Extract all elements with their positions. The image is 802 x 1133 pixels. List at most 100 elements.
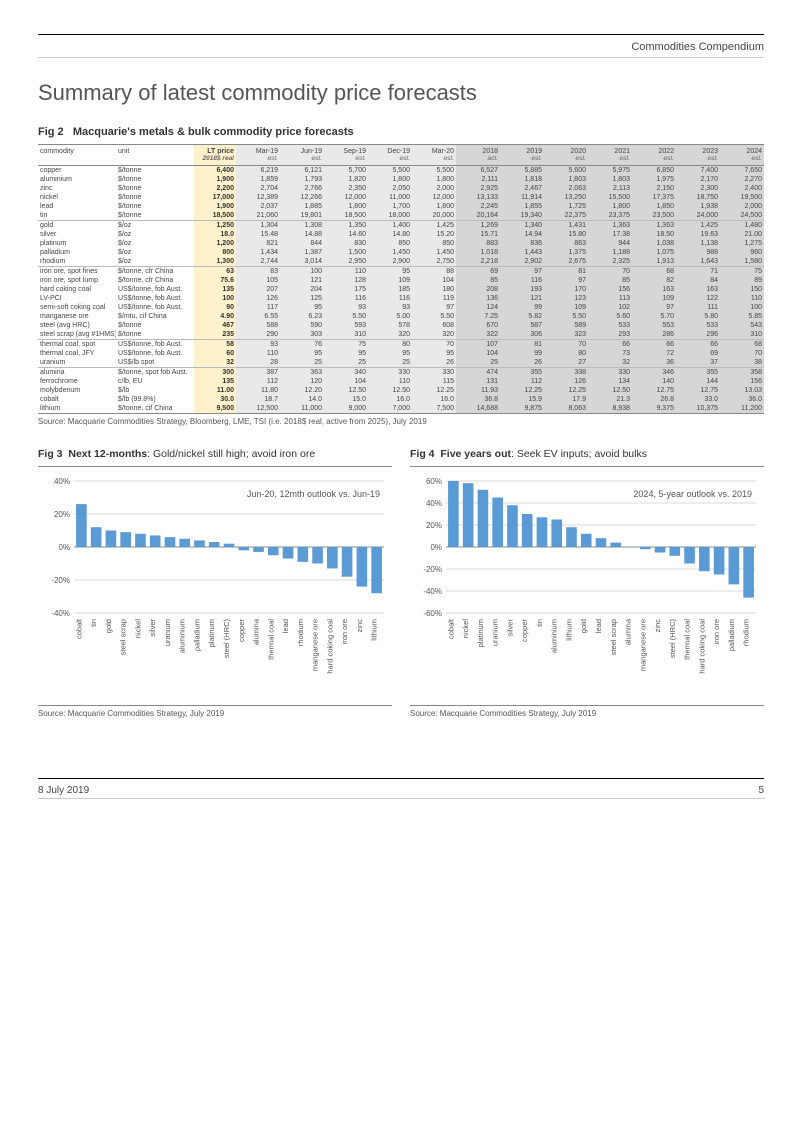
table-cell: 37 (676, 358, 720, 368)
table-cell: manganese ore (38, 312, 116, 321)
table-cell: rhodium (38, 257, 116, 267)
table-cell: 6,400 (194, 166, 236, 176)
table-cell: 21.00 (720, 230, 764, 239)
table-cell: 1,269 (456, 221, 500, 231)
table-cell: 93 (324, 303, 368, 312)
table-cell: 863 (544, 239, 588, 248)
table-row: semi-soft coking coalUS$/tonne, fob Aust… (38, 303, 764, 312)
table-cell: 6.23 (280, 312, 324, 321)
table-cell: 33.0 (676, 395, 720, 404)
table-header: 2022est. (632, 145, 676, 166)
table-cell: 9,000 (324, 404, 368, 413)
table-cell: 2,200 (194, 184, 236, 193)
table-cell: 12.75 (676, 386, 720, 395)
svg-text:steel scrap: steel scrap (609, 619, 618, 655)
table-cell: 17,375 (632, 193, 676, 202)
table-cell: 355 (676, 368, 720, 378)
table-cell: $/tonne (116, 321, 194, 330)
table-cell: 960 (720, 248, 764, 257)
table-row: gold$/oz1,2501,3041,3081,3501,4001,4251,… (38, 221, 764, 231)
table-cell: 2,170 (676, 175, 720, 184)
table-cell: 6,219 (236, 166, 280, 176)
svg-text:lead: lead (594, 619, 603, 633)
table-cell: 28 (236, 358, 280, 368)
table-cell: 14.80 (368, 230, 412, 239)
table-cell: 2,675 (544, 257, 588, 267)
table-cell: 2,950 (324, 257, 368, 267)
table-cell: aluminium (38, 175, 116, 184)
table-cell: $/oz (116, 239, 194, 248)
table-cell: 93 (368, 303, 412, 312)
table-row: steel (avg HRC)$/tonne467588590593578608… (38, 321, 764, 330)
table-cell: $/oz (116, 257, 194, 267)
table-cell: 6,850 (632, 166, 676, 176)
table-cell: 1,018 (456, 248, 500, 257)
table-cell: 293 (588, 330, 632, 340)
table-cell: 110 (236, 349, 280, 358)
table-cell: 97 (632, 303, 676, 312)
svg-text:zinc: zinc (355, 619, 364, 633)
table-cell: 1,434 (236, 248, 280, 257)
table-cell: 69 (676, 349, 720, 358)
table-cell: 2,037 (236, 202, 280, 211)
table-cell: 131 (456, 377, 500, 386)
table-cell: 1,431 (544, 221, 588, 231)
svg-text:zinc: zinc (653, 619, 662, 633)
table-cell: 7,500 (412, 404, 456, 413)
table-cell: 1,138 (676, 239, 720, 248)
table-cell: 107 (456, 340, 500, 350)
table-cell: 119 (412, 294, 456, 303)
table-cell: LV-PCI (38, 294, 116, 303)
table-cell: 5,975 (588, 166, 632, 176)
table-header: LT price2018$ real (194, 145, 236, 166)
table-cell: 830 (324, 239, 368, 248)
table-cell: 95 (324, 349, 368, 358)
table-cell: 185 (368, 285, 412, 294)
table-cell: 110 (324, 267, 368, 277)
svg-text:copper: copper (237, 619, 246, 642)
table-cell: $/lb (116, 386, 194, 395)
svg-text:20%: 20% (426, 521, 442, 530)
table-cell: 121 (500, 294, 544, 303)
forecast-table: commodityunitLT price2018$ realMar-19est… (38, 145, 764, 413)
svg-text:alumina: alumina (624, 618, 633, 645)
table-cell: 18,750 (676, 193, 720, 202)
table-cell: 323 (544, 330, 588, 340)
svg-text:rhodium: rhodium (742, 619, 751, 646)
table-cell: 9,875 (500, 404, 544, 413)
svg-text:gold: gold (579, 619, 588, 633)
svg-text:20%: 20% (54, 510, 70, 519)
table-cell: 110 (720, 294, 764, 303)
table-cell: 11,000 (280, 404, 324, 413)
table-cell: steel scrap (avg #1HMS) (38, 330, 116, 340)
table-cell: 5,885 (500, 166, 544, 176)
table-cell: US$/tonne, fob Aust. (116, 303, 194, 312)
table-cell: 9,375 (632, 404, 676, 413)
table-cell: 589 (544, 321, 588, 330)
svg-text:platinum: platinum (476, 619, 485, 647)
table-cell: 95 (368, 267, 412, 277)
table-cell: 5.00 (368, 312, 412, 321)
table-cell: 553 (632, 321, 676, 330)
table-cell: 12,266 (280, 193, 324, 202)
table-cell: 1,038 (632, 239, 676, 248)
table-cell: 110 (368, 377, 412, 386)
svg-text:lithium: lithium (564, 619, 573, 641)
table-cell: uranium (38, 358, 116, 368)
table-cell: 22,375 (544, 211, 588, 221)
table-cell: 88 (412, 267, 456, 277)
table-cell: 36.8 (456, 395, 500, 404)
table-cell: $/tonne (116, 175, 194, 184)
table-cell: 340 (324, 368, 368, 378)
table-header: unit (116, 145, 194, 166)
table-cell: 346 (632, 368, 676, 378)
table-cell: 1,643 (676, 257, 720, 267)
table-cell: 15.48 (236, 230, 280, 239)
fig4-caption-b: Five years out (440, 448, 511, 460)
table-cell: 18,500 (324, 211, 368, 221)
table-cell: 578 (368, 321, 412, 330)
table-header: Mar-20est. (412, 145, 456, 166)
table-cell: 128 (324, 276, 368, 285)
table-cell: 800 (194, 248, 236, 257)
table-cell: 16.0 (412, 395, 456, 404)
